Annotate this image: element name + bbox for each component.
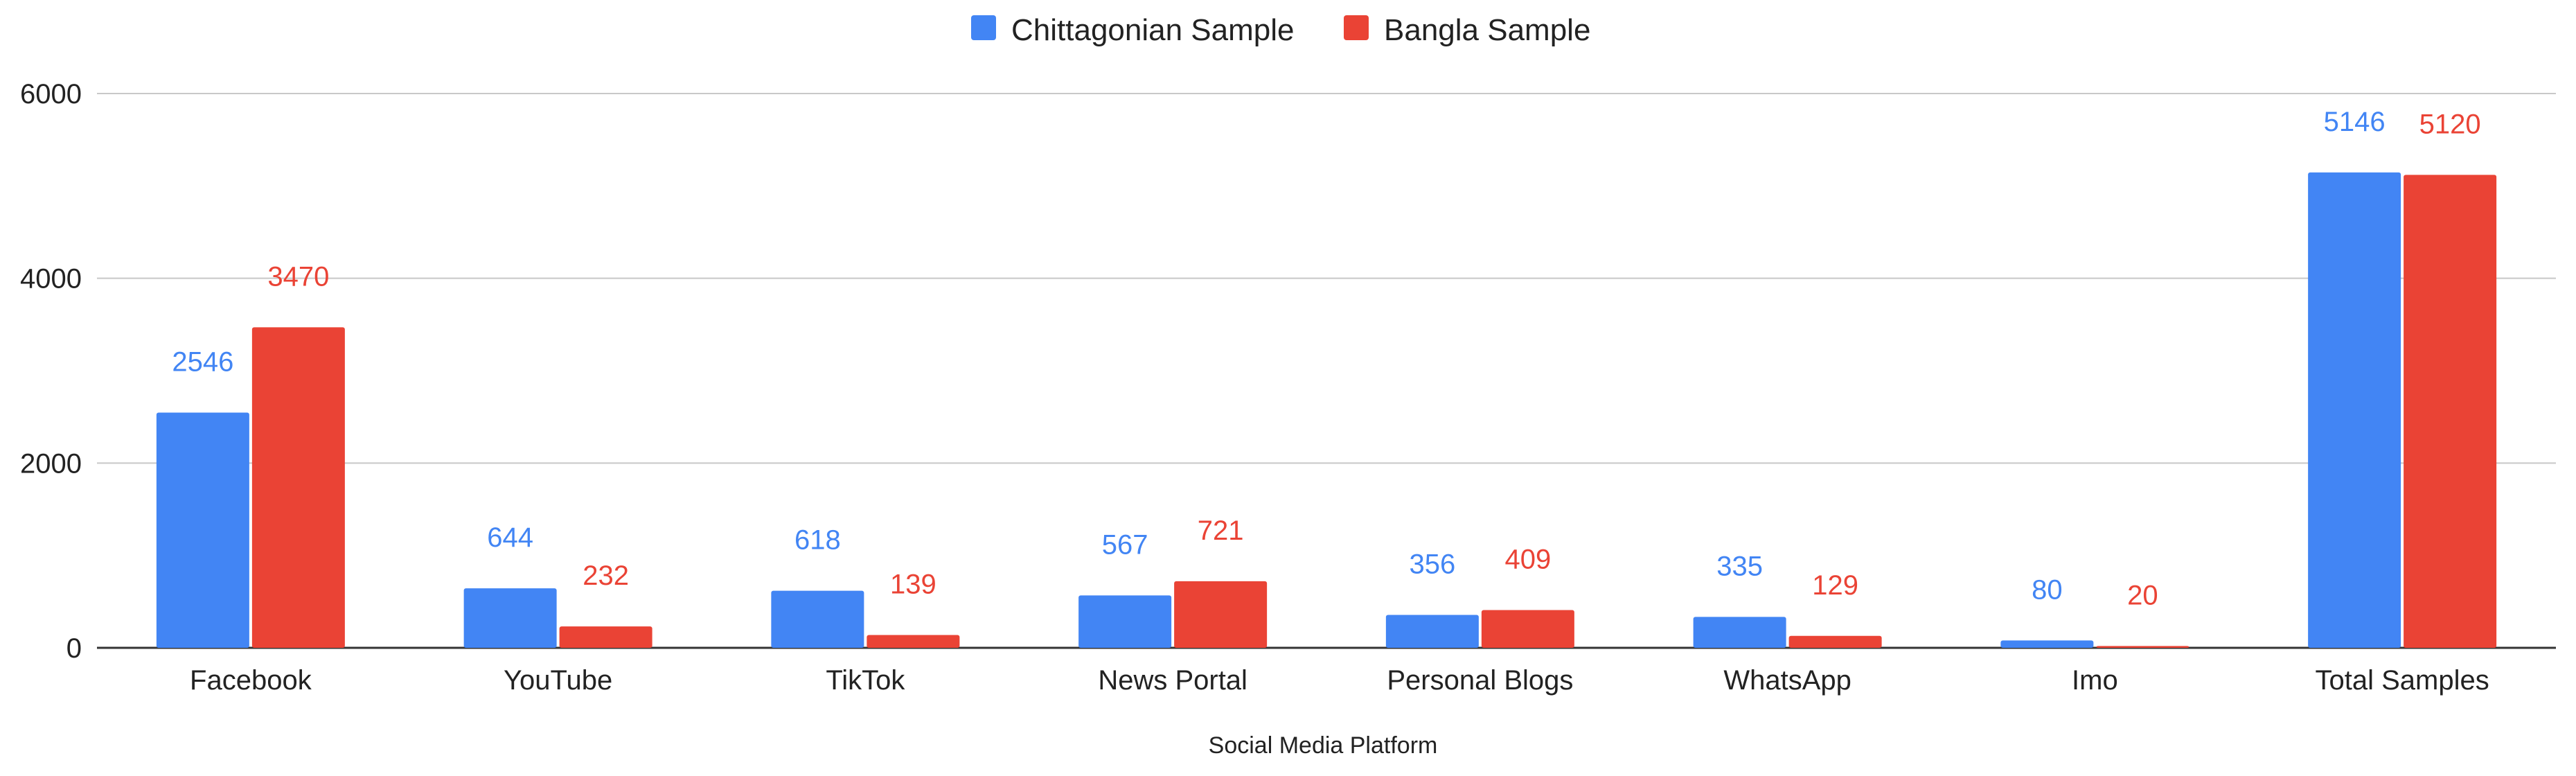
bar-bangla-news-portal <box>1174 581 1268 648</box>
bar-bangla-personal-blogs <box>1481 610 1574 648</box>
x-axis-title: Social Media Platform <box>1209 732 1438 759</box>
data-label: 618 <box>794 525 841 556</box>
y-axis-ticks: 0 2000 4000 6000 <box>20 79 82 664</box>
bar-bangla-imo <box>2096 646 2189 648</box>
y-tick-label: 2000 <box>20 448 82 479</box>
data-label: 644 <box>487 522 533 553</box>
data-label: 20 <box>2127 580 2158 610</box>
data-label: 129 <box>1812 570 1858 601</box>
x-tick-label: YouTube <box>504 665 612 696</box>
bar-chittagonian-tiktok <box>771 590 864 648</box>
data-label: 5120 <box>2419 109 2481 139</box>
bar-chittagonian-news-portal <box>1078 595 1172 648</box>
y-tick-label: 6000 <box>20 79 82 109</box>
legend-label-chittagonian: Chittagonian Sample <box>1011 13 1294 47</box>
legend-swatch-bangla <box>1344 15 1369 40</box>
bar-chittagonian-personal-blogs <box>1385 615 1479 648</box>
y-tick-label: 4000 <box>20 264 82 294</box>
x-axis-ticks: Facebook YouTube TikTok News Portal Personal… <box>190 665 2489 696</box>
bar-bangla-whatsapp <box>1788 635 1882 648</box>
data-labels: 2546 3470 644 232 618 139 567 721 356 409 335 129 80… <box>172 107 2480 610</box>
legend: Chittagonian Sample Bangla Sample <box>971 13 1590 47</box>
bar-bangla-youtube <box>559 626 652 648</box>
data-label: 232 <box>583 561 629 591</box>
data-label: 3470 <box>267 261 329 292</box>
data-label: 335 <box>1716 551 1763 581</box>
bar-bangla-total-samples <box>2404 175 2497 649</box>
data-label: 409 <box>1505 544 1552 574</box>
x-tick-label: WhatsApp <box>1723 665 1851 696</box>
bar-chittagonian-facebook <box>156 412 249 648</box>
bar-chittagonian-youtube <box>463 588 557 648</box>
x-tick-label: TikTok <box>826 665 905 696</box>
x-tick-label: News Portal <box>1098 665 1247 696</box>
legend-label-bangla: Bangla Sample <box>1384 13 1590 47</box>
data-label: 80 <box>2032 574 2063 605</box>
y-tick-label: 0 <box>66 633 82 664</box>
bar-chittagonian-total-samples <box>2308 172 2401 648</box>
x-tick-label: Facebook <box>190 665 312 696</box>
data-label: 356 <box>1410 549 1456 580</box>
data-label: 721 <box>1198 515 1244 546</box>
data-label: 139 <box>890 569 936 599</box>
bar-chittagonian-imo <box>2000 640 2094 648</box>
bar-bangla-facebook <box>251 327 345 648</box>
x-tick-label: Total Samples <box>2316 665 2489 696</box>
x-tick-label: Imo <box>2072 665 2118 696</box>
data-label: 567 <box>1102 529 1148 560</box>
legend-swatch-chittagonian <box>971 15 996 40</box>
data-label: 5146 <box>2324 107 2386 137</box>
bar-bangla-tiktok <box>867 635 960 648</box>
data-label: 2546 <box>172 347 233 378</box>
bar-chittagonian-whatsapp <box>1693 617 1786 648</box>
x-tick-label: Personal Blogs <box>1387 665 1573 696</box>
bars <box>156 172 2497 649</box>
gridlines <box>97 93 2556 649</box>
